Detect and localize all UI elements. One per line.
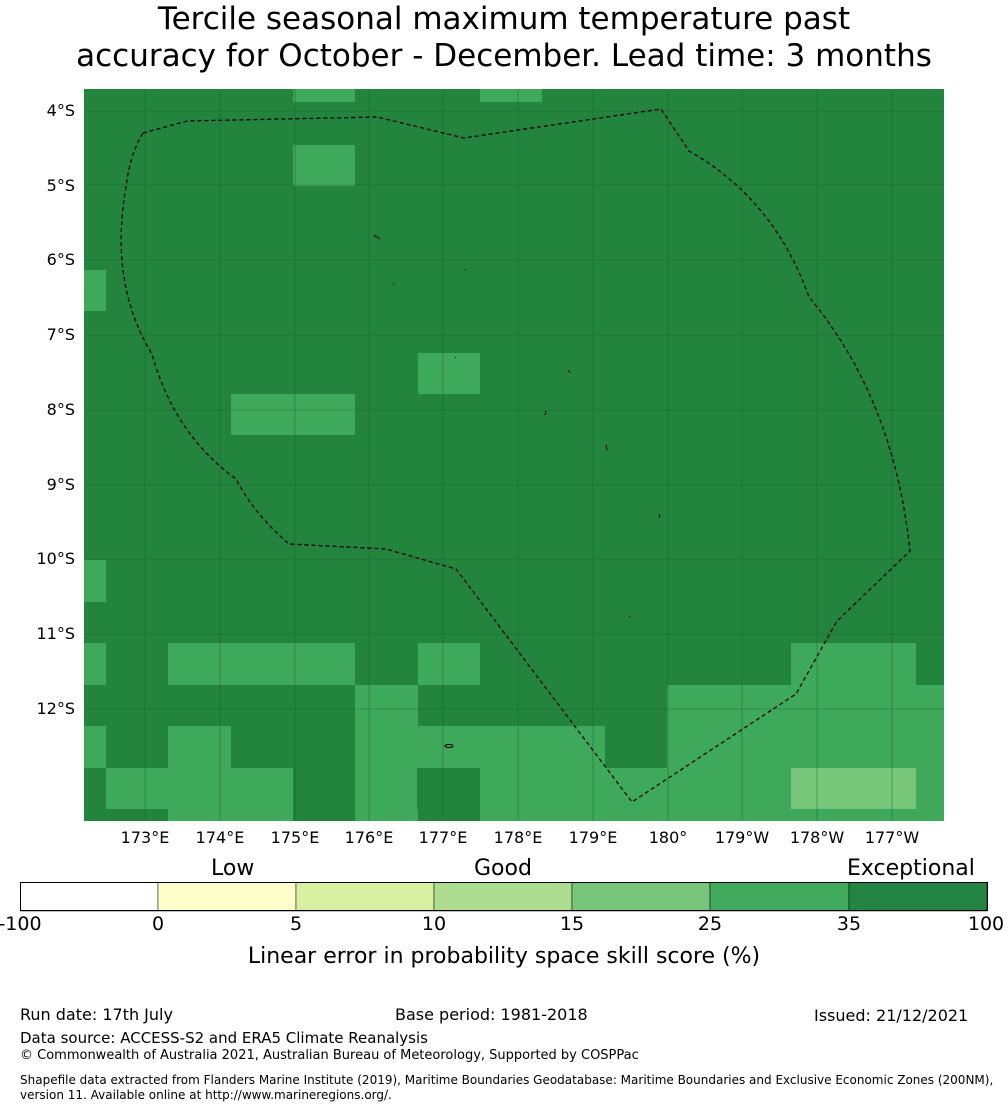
skill-cell bbox=[84, 726, 106, 768]
skill-cell bbox=[106, 809, 168, 821]
lon-label: 174°E bbox=[195, 828, 245, 847]
skill-cell bbox=[168, 643, 355, 685]
skill-cell bbox=[168, 809, 293, 821]
title-line-1: Tercile seasonal maximum temperature pas… bbox=[157, 1, 851, 37]
lon-label: 178°E bbox=[493, 828, 543, 847]
skill-cell bbox=[84, 560, 106, 602]
colorbar-segment bbox=[295, 882, 435, 912]
lat-label: 10°S bbox=[36, 549, 75, 568]
skill-cell bbox=[667, 685, 944, 726]
lon-label: 180° bbox=[648, 828, 688, 847]
lat-label: 8°S bbox=[46, 400, 75, 419]
colorbar-tick: 15 bbox=[559, 913, 585, 935]
colorbar-label: Linear error in probability space skill … bbox=[247, 944, 761, 969]
island bbox=[605, 444, 608, 451]
lat-label: 9°S bbox=[46, 475, 75, 494]
skill-cell bbox=[604, 768, 791, 809]
skill-cell bbox=[355, 768, 417, 809]
skill-cell bbox=[791, 643, 916, 685]
colorbar-segment bbox=[433, 882, 573, 912]
skill-cell bbox=[355, 809, 418, 821]
issued-date: Issued: 21/12/2021 bbox=[814, 1006, 969, 1025]
eez-boundary bbox=[120, 108, 911, 803]
lat-label: 4°S bbox=[46, 101, 75, 120]
lon-label: 177°W bbox=[864, 828, 920, 847]
island bbox=[628, 615, 631, 618]
lon-label: 178°W bbox=[789, 828, 845, 847]
skill-cell bbox=[418, 809, 480, 821]
skill-cell bbox=[231, 394, 355, 435]
skill-cells-dark bbox=[106, 809, 480, 821]
skill-cell bbox=[106, 768, 293, 809]
skill-cell bbox=[293, 145, 355, 186]
island bbox=[373, 234, 381, 240]
island bbox=[454, 356, 457, 359]
gridlines bbox=[84, 89, 944, 821]
island bbox=[392, 282, 395, 285]
island bbox=[464, 268, 467, 271]
lon-label: 177°E bbox=[418, 828, 468, 847]
lon-label: 179°E bbox=[568, 828, 618, 847]
island bbox=[658, 513, 661, 519]
colorbar-segment bbox=[20, 882, 159, 912]
lat-label: 11°S bbox=[36, 624, 75, 643]
skill-cell bbox=[355, 685, 418, 726]
skill-cell bbox=[916, 768, 944, 809]
run-date: Run date: 17th July bbox=[20, 1005, 173, 1024]
colorbar-tick: 5 bbox=[289, 913, 303, 935]
skill-cell bbox=[418, 353, 480, 394]
skill-cell-light bbox=[791, 768, 916, 809]
colorbar-segment bbox=[848, 882, 988, 912]
skill-cell bbox=[168, 726, 231, 768]
skill-cells bbox=[84, 89, 944, 821]
skill-cell bbox=[84, 270, 106, 311]
skill-cell bbox=[355, 726, 605, 768]
category-exceptional: Exceptional bbox=[847, 856, 975, 881]
island bbox=[444, 744, 454, 748]
lat-label: 12°S bbox=[36, 699, 75, 718]
shapefile-credit-2: version 11. Available online at http://w… bbox=[20, 1088, 392, 1102]
skill-cell bbox=[480, 809, 605, 821]
skill-map bbox=[84, 89, 944, 821]
lon-label: 173°E bbox=[120, 828, 170, 847]
skill-cell bbox=[480, 89, 542, 102]
lon-label: 175°E bbox=[270, 828, 320, 847]
colorbar-frame bbox=[20, 882, 988, 911]
skill-cell bbox=[293, 89, 355, 102]
colorbar-tick: 100 bbox=[967, 913, 1005, 935]
colorbar-tick: 35 bbox=[836, 913, 862, 935]
lon-label: 176°E bbox=[344, 828, 394, 847]
copyright: © Commonwealth of Australia 2021, Austra… bbox=[20, 1048, 639, 1063]
base-period: Base period: 1981-2018 bbox=[395, 1005, 588, 1024]
skill-cell bbox=[418, 643, 480, 685]
lon-label: 179°W bbox=[714, 828, 770, 847]
island bbox=[544, 410, 547, 416]
colorbar-segment bbox=[709, 882, 850, 912]
colorbar-tick: 0 bbox=[151, 913, 165, 935]
skill-cell bbox=[604, 809, 944, 821]
skill-cell bbox=[293, 809, 355, 821]
colorbar-segment bbox=[571, 882, 711, 912]
islands bbox=[373, 234, 661, 748]
skill-cell bbox=[480, 768, 605, 809]
data-source: Data source: ACCESS-S2 and ERA5 Climate … bbox=[20, 1029, 428, 1047]
lat-label: 7°S bbox=[46, 325, 75, 344]
colorbar-tick: 25 bbox=[697, 913, 723, 935]
category-low: Low bbox=[211, 856, 255, 881]
island bbox=[567, 369, 571, 374]
title-line-2: accuracy for October - December. Lead ti… bbox=[76, 38, 932, 74]
colorbar-tick: 10 bbox=[421, 913, 447, 935]
colorbar-tick: -100 bbox=[0, 913, 42, 935]
lat-label: 5°S bbox=[46, 176, 75, 195]
colorbar bbox=[20, 882, 988, 912]
skill-cell bbox=[84, 643, 106, 685]
lat-label: 6°S bbox=[46, 250, 75, 269]
shapefile-credit-1: Shapefile data extracted from Flanders M… bbox=[20, 1073, 994, 1087]
category-good: Good bbox=[474, 856, 532, 881]
skill-cell bbox=[667, 726, 944, 768]
colorbar-segment bbox=[157, 882, 297, 912]
